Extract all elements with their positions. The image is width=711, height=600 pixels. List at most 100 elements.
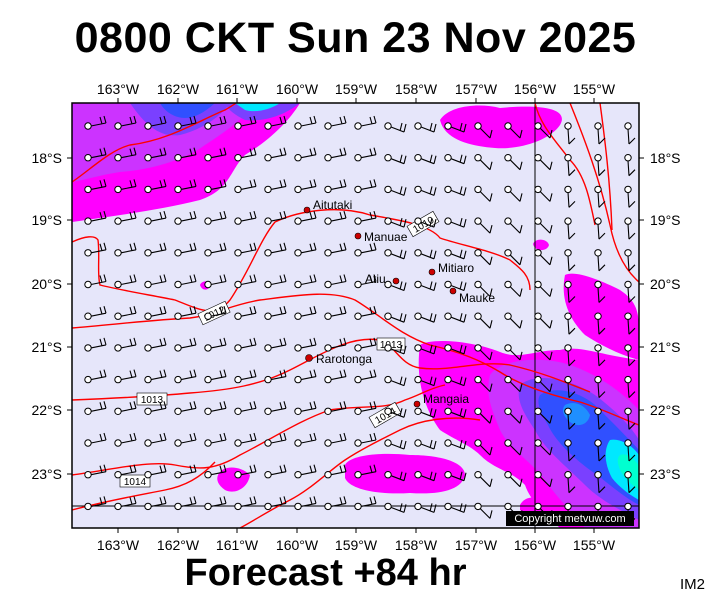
wind-barb xyxy=(444,471,467,482)
wind-barb xyxy=(174,179,197,194)
wind-barb xyxy=(114,337,137,352)
wind-barb xyxy=(474,439,493,456)
wind-barb xyxy=(264,242,287,257)
wind-barb xyxy=(264,432,287,447)
wind-barb xyxy=(324,147,347,162)
wind-barb xyxy=(144,179,167,194)
wind-barb xyxy=(414,471,437,482)
wind-barb xyxy=(474,471,493,488)
wind-barb xyxy=(504,407,523,424)
wind-barb xyxy=(594,375,606,398)
wind-barb xyxy=(444,502,467,513)
wind-barb xyxy=(264,115,287,130)
lon-label-bottom: 161°W xyxy=(216,537,259,553)
wind-barb xyxy=(474,122,493,139)
wind-barb xyxy=(174,210,197,225)
lon-label-bottom: 158°W xyxy=(395,537,438,553)
wind-barb xyxy=(144,147,167,162)
wind-barb xyxy=(354,306,377,320)
wind-barb xyxy=(294,306,317,320)
wind-barb xyxy=(594,122,606,145)
wind-barb xyxy=(204,179,227,194)
wind-barb xyxy=(174,432,197,447)
wind-barb xyxy=(624,122,636,145)
wind-barb xyxy=(384,312,407,323)
wind-barb xyxy=(414,407,437,418)
wind-barb xyxy=(144,369,167,384)
wind-barb xyxy=(594,249,606,272)
wind-barb xyxy=(324,369,347,384)
lat-label-right: 20°S xyxy=(650,276,681,292)
wind-barb xyxy=(204,337,227,352)
wind-barb xyxy=(564,154,576,177)
wind-barb xyxy=(594,471,606,494)
wind-barb xyxy=(84,210,107,225)
wind-barb xyxy=(174,274,197,289)
wind-barb xyxy=(534,439,553,456)
wind-barb xyxy=(564,344,576,367)
wind-barb xyxy=(264,369,287,384)
wind-barb xyxy=(624,185,636,208)
lon-label-bottom: 155°W xyxy=(573,537,616,553)
wind-barb xyxy=(384,185,407,196)
wind-barb xyxy=(534,249,553,266)
isobar-label-1013a: 1013 xyxy=(141,395,164,406)
wind-barb xyxy=(264,464,287,479)
wind-barb xyxy=(624,375,636,398)
wind-barb xyxy=(444,312,467,323)
wind-barb xyxy=(384,439,407,450)
wind-barb xyxy=(84,369,107,384)
wind-barb xyxy=(624,280,636,303)
wind-barb xyxy=(84,274,107,289)
place-label-rarotonga: Rarotonga xyxy=(316,352,372,366)
wind-barb xyxy=(534,375,553,392)
wind-barb xyxy=(384,375,407,387)
wind-barb xyxy=(354,464,377,479)
wind-barb xyxy=(504,471,523,488)
wind-barb xyxy=(84,115,107,130)
wind-barb xyxy=(624,312,636,335)
rain-area-south xyxy=(345,453,465,494)
wind-barb xyxy=(384,122,407,133)
place-label-aitutaki: Aitutaki xyxy=(313,198,352,212)
lat-label-right: 21°S xyxy=(650,339,681,355)
wind-barb xyxy=(534,312,553,329)
wind-barb xyxy=(354,496,377,511)
wind-barb xyxy=(534,217,553,234)
wind-barb xyxy=(174,401,197,415)
wind-barb xyxy=(564,280,576,303)
wind-barb xyxy=(174,496,197,511)
wind-barb xyxy=(504,280,523,297)
wind-barbs xyxy=(84,115,636,525)
lat-label-left: 19°S xyxy=(31,212,62,228)
wind-barb xyxy=(474,344,493,361)
wind-barb xyxy=(264,147,287,162)
lon-label-bottom: 159°W xyxy=(335,537,378,553)
wind-barb xyxy=(444,375,467,387)
wind-barb xyxy=(324,210,347,225)
wind-barb xyxy=(564,122,576,145)
wind-barb xyxy=(354,147,377,162)
wind-barb xyxy=(624,344,636,367)
wind-barb xyxy=(84,432,107,447)
wind-barb xyxy=(594,154,606,177)
wind-barb xyxy=(294,147,317,162)
wind-barb xyxy=(564,375,576,398)
wind-barb xyxy=(534,280,553,297)
wind-barb xyxy=(174,306,197,320)
wind-barb xyxy=(84,337,107,352)
wind-barb xyxy=(444,217,467,228)
wind-barb xyxy=(144,496,167,511)
wind-barb xyxy=(174,369,197,384)
wind-barb xyxy=(234,369,257,384)
wind-barb xyxy=(204,306,227,320)
lat-label-right: 19°S xyxy=(650,212,681,228)
wind-barb xyxy=(624,217,636,240)
wind-barb xyxy=(444,249,467,260)
wind-barb xyxy=(264,210,287,225)
wind-barb xyxy=(384,249,407,260)
wind-barb xyxy=(474,375,493,392)
wind-barb xyxy=(84,147,107,162)
wind-barb xyxy=(204,464,227,479)
wind-barb xyxy=(294,401,317,415)
